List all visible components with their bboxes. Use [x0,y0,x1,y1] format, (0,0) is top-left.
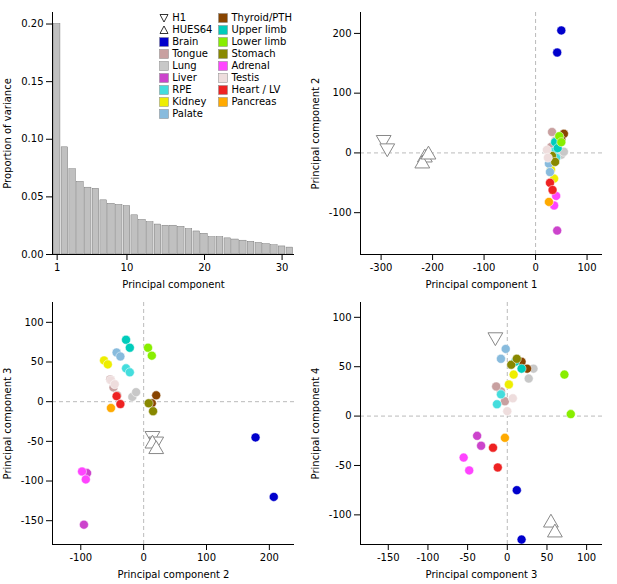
svg-text:Principal component: Principal component [122,279,224,290]
svg-text:Principal component 3: Principal component 3 [2,368,13,480]
html-text:Tongue: Tongue [172,48,208,59]
html-text:Liver: Liver [172,72,197,83]
html-text:Kidney: Kidney [172,96,207,107]
svg-text:0.20: 0.20 [21,18,43,29]
html-text:Palate: Palate [172,108,203,119]
html-text:Stomach: Stomach [231,48,276,59]
svg-text:Principal component 3: Principal component 3 [426,569,538,580]
html-text:Pancreas: Pancreas [231,96,277,107]
html-text:Upper limb: Upper limb [231,24,287,35]
svg-text:100: 100 [577,552,596,563]
svg-text:-100: -100 [329,509,352,520]
svg-text:Proportion of variance: Proportion of variance [2,78,13,189]
svg-text:0: 0 [345,410,351,421]
svg-text:0: 0 [504,552,510,563]
svg-text:0.00: 0.00 [21,249,43,260]
svg-text:-100: -100 [69,552,92,563]
html-text:Lower limb: Lower limb [231,36,287,47]
svg-text:1: 1 [54,262,60,273]
svg-text:0: 0 [140,552,146,563]
svg-text:-150: -150 [21,515,44,526]
svg-text:-50: -50 [27,436,43,447]
svg-text:0: 0 [532,262,538,273]
svg-text:Principal component 1: Principal component 1 [426,279,538,290]
svg-text:-200: -200 [421,262,444,273]
svg-text:50: 50 [541,552,554,563]
svg-text:-100: -100 [21,475,44,486]
svg-text:10: 10 [121,262,134,273]
html-text:Lung: Lung [172,60,197,71]
html-text:H1: H1 [172,12,187,23]
svg-text:Principal component 2: Principal component 2 [118,569,230,580]
svg-text:-100: -100 [329,207,352,218]
svg-text:-50: -50 [335,460,351,471]
svg-text:200: 200 [332,28,351,39]
svg-text:-100: -100 [473,262,496,273]
html-text:Heart / LV: Heart / LV [231,84,281,95]
svg-text:100: 100 [578,262,597,273]
html-text:Thyroid/PTH: Thyroid/PTH [231,12,292,23]
svg-text:0.15: 0.15 [21,76,43,87]
svg-text:100: 100 [24,317,43,328]
svg-text:0.10: 0.10 [21,133,43,144]
html-text:Adrenal: Adrenal [231,60,270,71]
svg-text:200: 200 [260,552,279,563]
svg-text:-100: -100 [417,552,440,563]
svg-text:20: 20 [198,262,211,273]
svg-text:Principal component 2: Principal component 2 [310,78,321,190]
html-text:RPE: RPE [172,84,192,95]
svg-text:30: 30 [276,262,289,273]
svg-text:100: 100 [332,87,351,98]
svg-text:Principal component 4: Principal component 4 [310,368,321,480]
html-text:Testis: Testis [231,72,260,83]
svg-text:100: 100 [197,552,216,563]
svg-text:50: 50 [339,361,352,372]
html-text:Brain: Brain [172,36,199,47]
svg-text:0.05: 0.05 [21,191,43,202]
svg-text:50: 50 [31,356,44,367]
svg-text:-50: -50 [459,552,475,563]
svg-text:0: 0 [345,147,351,158]
svg-text:100: 100 [332,312,351,323]
svg-text:-300: -300 [370,262,393,273]
svg-text:-150: -150 [377,552,400,563]
svg-text:0: 0 [37,396,43,407]
html-text:HUES64: HUES64 [172,24,213,35]
